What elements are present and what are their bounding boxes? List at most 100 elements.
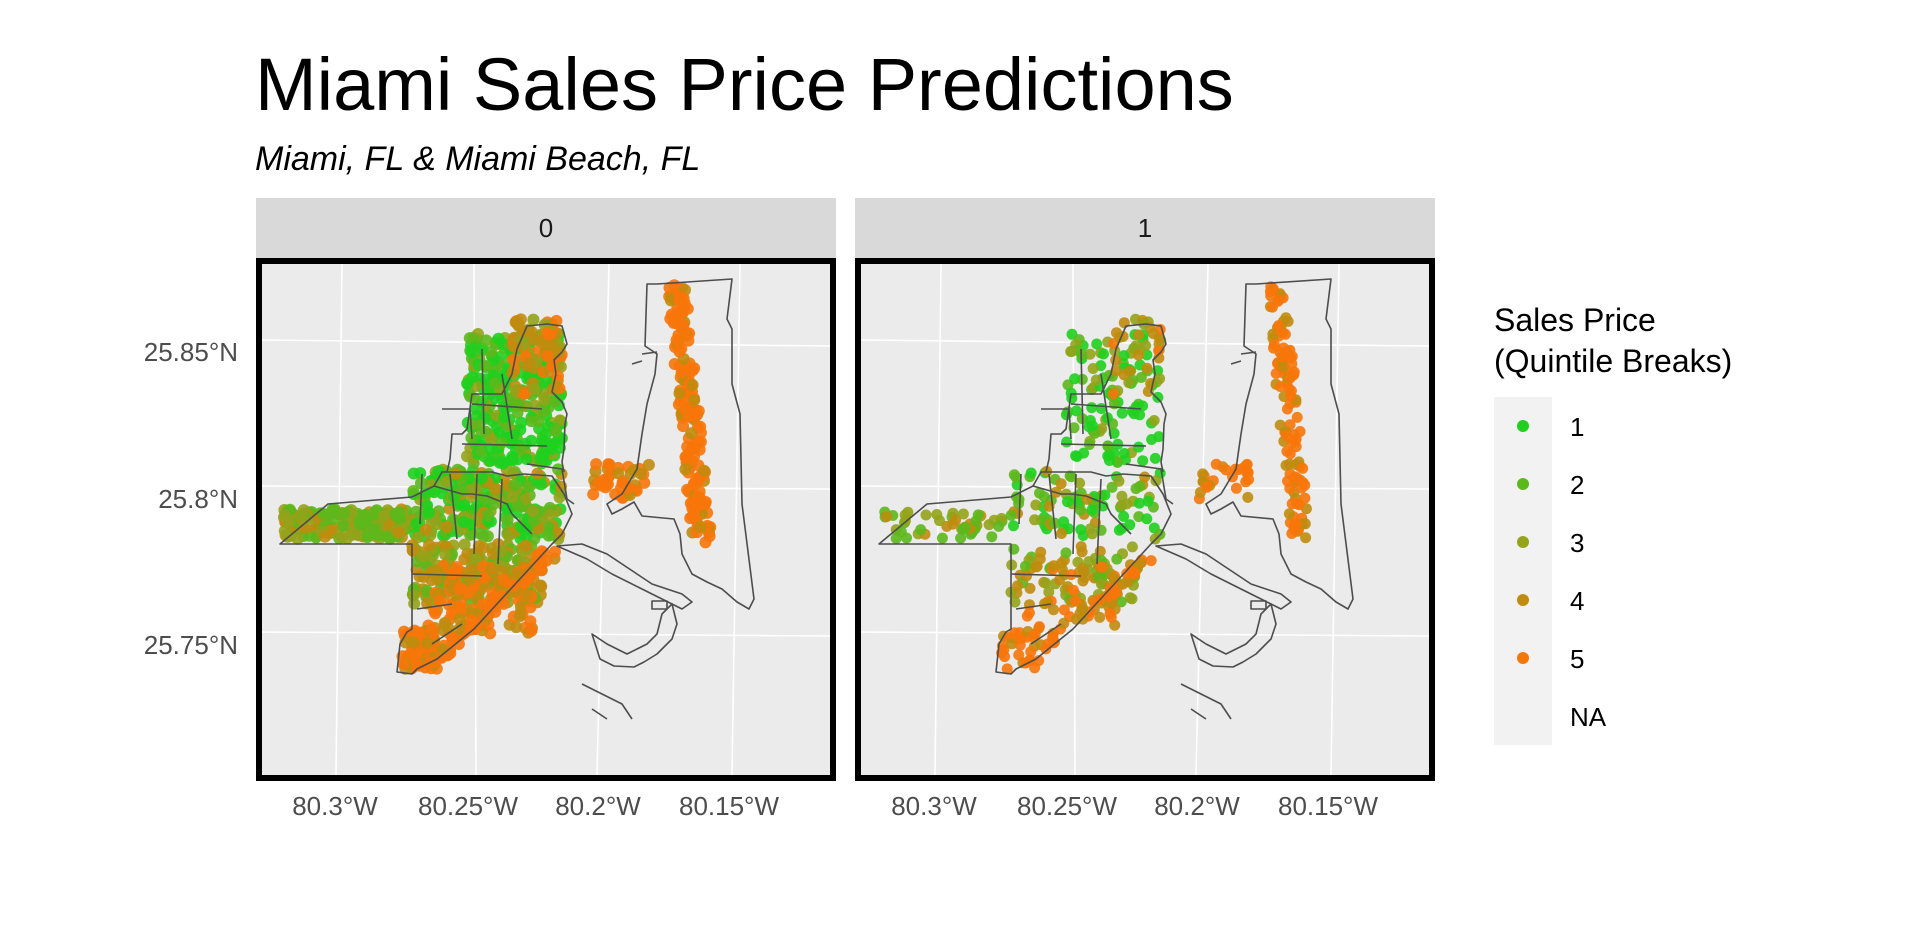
sale-point: [1095, 524, 1107, 536]
plot-subtitle: Miami, FL & Miami Beach, FL: [255, 140, 701, 178]
sale-point: [920, 509, 932, 521]
boundary-line: [1045, 323, 1167, 473]
sale-point: [682, 334, 695, 347]
sale-point: [1091, 338, 1103, 350]
sale-point: [1299, 479, 1311, 491]
boundary-line: [1180, 683, 1232, 720]
x-tick-label: 80.2°W: [1154, 791, 1240, 821]
sale-point: [461, 377, 474, 390]
boundary-line: [1018, 473, 1102, 565]
sale-point: [936, 532, 948, 544]
legend-swatch: [1517, 652, 1529, 664]
sale-point: [511, 399, 524, 412]
sale-point: [1146, 434, 1158, 445]
legend-title: Sales Price (Quintile Breaks): [1494, 300, 1732, 382]
sale-point: [526, 505, 539, 518]
legend-label: NA: [1570, 702, 1607, 732]
sale-point: [1111, 327, 1122, 339]
sale-point: [1274, 419, 1286, 431]
sale-point: [552, 370, 564, 382]
sale-point: [1117, 578, 1129, 590]
sale-point: [336, 530, 349, 543]
boundary-line: [442, 408, 473, 440]
sale-point: [1110, 354, 1122, 366]
boundary-line: [581, 683, 633, 720]
sale-point: [1133, 349, 1145, 361]
sale-point: [1283, 508, 1295, 520]
sale-point: [901, 532, 912, 544]
boundary-line: [1041, 408, 1072, 440]
sale-point: [1062, 496, 1073, 508]
sale-point: [1013, 498, 1025, 509]
sale-point: [1115, 596, 1127, 608]
sale-point: [428, 486, 441, 499]
legend-item: NA: [1494, 687, 1606, 745]
boundary-line: [1250, 600, 1267, 610]
sale-point: [1070, 595, 1082, 607]
sale-point: [698, 464, 711, 477]
sale-point: [531, 467, 544, 480]
x-tick-label: 80.3°W: [292, 791, 378, 821]
sale-point: [959, 522, 971, 534]
sale-point: [456, 484, 469, 497]
sale-point: [1124, 519, 1136, 531]
sale-point: [670, 334, 683, 347]
sale-point: [520, 453, 533, 465]
sale-point: [1029, 628, 1041, 640]
sale-point: [1118, 350, 1130, 362]
sale-point: [525, 325, 538, 338]
sale-point: [1077, 603, 1089, 615]
sale-point: [663, 281, 676, 294]
graticule-line: [731, 264, 741, 775]
boundary-line: [591, 603, 678, 668]
sale-point: [1129, 567, 1141, 579]
sale-point: [1020, 560, 1031, 572]
graticule-line: [861, 631, 1429, 637]
sale-point: [686, 379, 699, 391]
sale-point: [509, 384, 522, 397]
sale-point: [665, 308, 678, 321]
sale-point: [1086, 504, 1098, 516]
sale-point: [450, 561, 463, 574]
legend-item: 1: [1494, 397, 1584, 455]
sale-point: [1242, 491, 1254, 503]
sale-point: [1113, 524, 1125, 536]
boundary-line: [1205, 278, 1354, 610]
sale-point: [487, 599, 500, 612]
sale-point: [1285, 352, 1297, 364]
sale-point: [419, 487, 432, 500]
sale-point: [318, 508, 331, 521]
sale-point: [422, 506, 435, 519]
sale-point: [1065, 387, 1077, 399]
sale-point: [1126, 593, 1138, 605]
sale-point: [465, 484, 478, 497]
sale-point: [590, 458, 603, 471]
boundary-line: [279, 471, 573, 675]
sale-point: [1270, 368, 1282, 379]
sale-point: [431, 564, 444, 577]
sale-point: [507, 467, 520, 480]
boundary-line: [419, 473, 503, 565]
sale-point: [513, 610, 526, 623]
sale-point: [462, 586, 475, 599]
sale-point: [519, 530, 532, 543]
legend-label: 3: [1570, 528, 1585, 558]
sale-point: [477, 598, 490, 611]
sale-point: [1124, 365, 1135, 377]
sale-point: [1280, 459, 1292, 471]
sale-point: [1280, 312, 1292, 324]
sale-point: [1294, 426, 1306, 437]
sale-point: [1281, 430, 1293, 442]
sale-point: [485, 563, 498, 576]
sale-point: [1241, 467, 1253, 479]
sale-point: [1268, 342, 1279, 354]
sale-point: [1074, 477, 1086, 489]
sale-point: [1112, 456, 1123, 467]
graticule-line: [1195, 264, 1209, 775]
sale-point: [955, 532, 967, 544]
sale-point: [1210, 458, 1222, 470]
sale-point: [495, 455, 508, 468]
sale-point: [495, 590, 508, 603]
boundary-line: [1010, 573, 1082, 645]
sale-point: [1134, 409, 1146, 421]
